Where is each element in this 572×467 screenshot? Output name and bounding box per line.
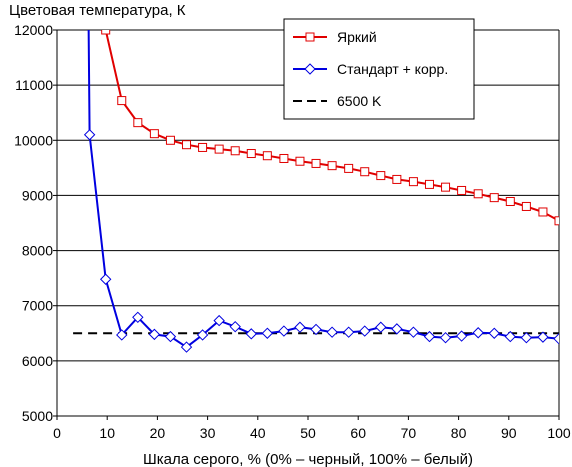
- data-point: [455, 330, 468, 342]
- data-point: [164, 330, 177, 343]
- data-point: [279, 153, 289, 163]
- x-tick-label: 30: [200, 425, 216, 441]
- x-tick-label: 0: [53, 425, 61, 441]
- data-point: [198, 142, 208, 152]
- data-point: [520, 331, 533, 344]
- data-point: [246, 149, 256, 159]
- data-point: [375, 321, 387, 333]
- data-point: [521, 201, 531, 211]
- data-point: [149, 129, 159, 139]
- data-point: [99, 273, 112, 285]
- x-tick-label: 90: [501, 425, 517, 441]
- data-point: [537, 331, 549, 343]
- data-point: [489, 193, 499, 203]
- data-point: [553, 333, 559, 345]
- data-point: [472, 327, 484, 339]
- y-tick-label: 11000: [15, 77, 53, 93]
- data-point: [132, 311, 144, 324]
- data-point: [305, 32, 315, 42]
- y-tick-label: 12000: [14, 22, 53, 38]
- x-tick-label: 50: [300, 425, 316, 441]
- y-axis-label: Цветовая температура, К: [9, 2, 186, 19]
- data-point: [504, 330, 517, 343]
- data-point: [423, 330, 436, 343]
- data-point: [214, 144, 224, 154]
- data-point: [310, 323, 322, 336]
- y-tick-label: 9000: [22, 187, 53, 203]
- data-point: [326, 326, 338, 338]
- data-point: [538, 207, 548, 217]
- data-point: [278, 325, 290, 337]
- data-point: [295, 156, 305, 166]
- series-1: [83, 30, 559, 353]
- data-point: [165, 135, 175, 145]
- data-point: [408, 177, 418, 187]
- data-point: [473, 189, 483, 199]
- y-tick-label: 10000: [14, 132, 53, 148]
- data-point: [392, 174, 402, 184]
- x-tick-label: 20: [150, 425, 166, 441]
- y-tick-label: 8000: [22, 243, 53, 259]
- x-tick-label: 80: [451, 425, 467, 441]
- data-point: [554, 216, 559, 226]
- data-point: [342, 326, 355, 338]
- data-point: [360, 167, 370, 177]
- data-point: [230, 146, 240, 156]
- data-point: [262, 151, 272, 161]
- x-tick-label: 70: [401, 425, 417, 441]
- data-point: [101, 30, 111, 35]
- data-point: [304, 63, 316, 75]
- y-tick-label: 5000: [22, 408, 53, 424]
- y-tick-label: 7000: [22, 298, 53, 314]
- legend-label: Яркий: [337, 29, 377, 45]
- data-point: [439, 331, 452, 344]
- data-point: [488, 327, 500, 339]
- data-point: [180, 341, 193, 353]
- data-point: [182, 140, 192, 150]
- data-point: [407, 326, 420, 338]
- y-tick-label: 6000: [22, 353, 53, 369]
- data-point: [245, 328, 257, 340]
- x-tick-label: 60: [350, 425, 366, 441]
- x-tick-label: 40: [250, 425, 266, 441]
- series-0: [101, 30, 559, 226]
- legend-label: 6500 K: [337, 93, 382, 109]
- data-point: [457, 185, 467, 195]
- data-point: [424, 179, 434, 189]
- data-point: [505, 196, 515, 206]
- data-point: [133, 118, 143, 128]
- y-tick-labels: 5000 6000 7000 8000 9000 10000 11000 12000: [14, 22, 53, 424]
- data-point: [376, 171, 386, 181]
- series-layer: [73, 30, 559, 353]
- data-point: [116, 329, 128, 341]
- legend-item: Яркий: [293, 29, 377, 45]
- legend-item: 6500 K: [293, 93, 382, 109]
- x-tick-label: 10: [99, 425, 115, 441]
- legend-item: Стандарт + корр.: [293, 61, 448, 77]
- x-tick-labels: 0 10 20 30 40 50 60 70 80 90 100: [53, 425, 571, 441]
- x-tick-label: 100: [547, 425, 571, 441]
- x-axis-label: Шкала серого, % (0% – черный, 100% – бел…: [143, 451, 473, 467]
- data-point: [294, 321, 306, 333]
- data-point: [229, 320, 241, 333]
- data-point: [391, 323, 403, 335]
- data-point: [148, 328, 161, 341]
- legend-label: Стандарт + корр.: [337, 61, 448, 77]
- data-point: [327, 161, 337, 171]
- data-point: [441, 182, 451, 192]
- legend: Яркий Стандарт + корр. 6500 K: [283, 18, 475, 120]
- data-point: [311, 158, 321, 168]
- data-point: [344, 163, 354, 173]
- data-point: [196, 329, 209, 341]
- data-point: [83, 129, 96, 141]
- data-point: [117, 96, 127, 106]
- data-point: [213, 314, 225, 327]
- data-point: [359, 325, 371, 337]
- data-point: [261, 327, 274, 339]
